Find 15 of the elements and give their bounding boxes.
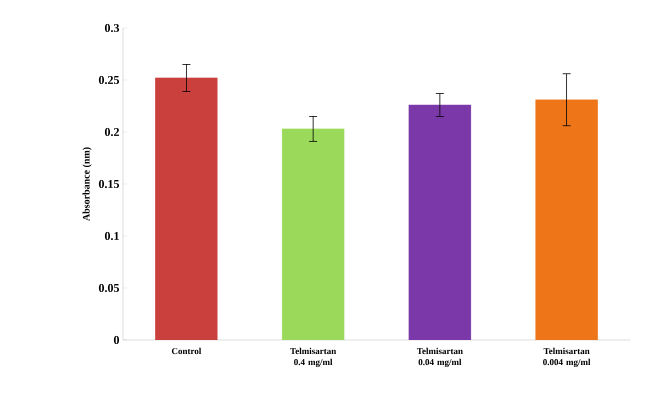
- x-tick-label: Telmisartan 0.04 mg/ml: [416, 348, 463, 368]
- y-axis-title: Absorbance (nm): [82, 147, 92, 221]
- y-tick-label: 0.05: [98, 284, 120, 292]
- x-tick-label: Control: [172, 348, 202, 354]
- x-tick-label: Telmisartan 0.004 mg/ml: [543, 348, 590, 368]
- y-tick-label: 0.2: [104, 128, 119, 136]
- bar: [535, 100, 598, 340]
- y-tick-label: 0.15: [98, 180, 120, 188]
- bar: [408, 104, 472, 340]
- y-tick-label: 0.3: [104, 24, 120, 32]
- x-tick-label: Telmisartan 0.4 mg/ml: [290, 348, 336, 368]
- bar: [155, 78, 218, 340]
- y-tick-label: 0.25: [98, 76, 120, 84]
- y-tick-label: 0: [114, 336, 120, 344]
- y-tick-label: 0.1: [104, 232, 119, 240]
